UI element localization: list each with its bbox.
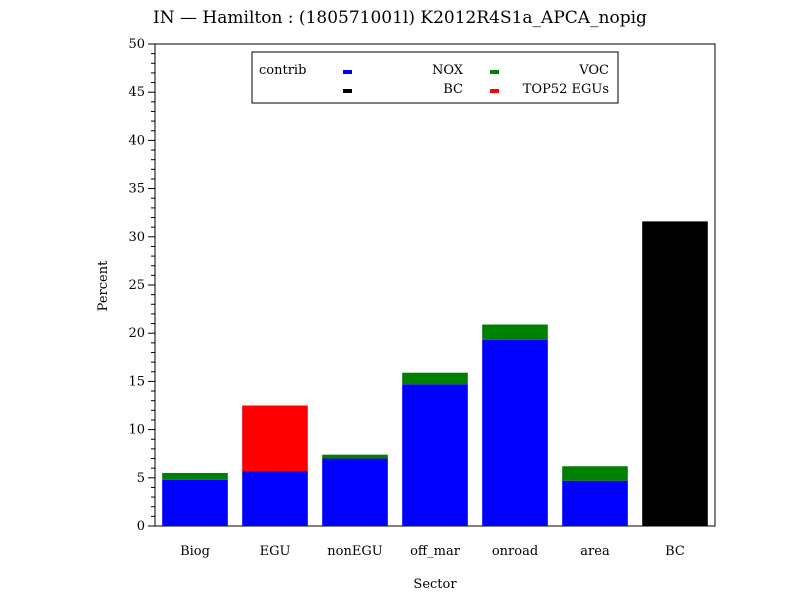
bar-EGU-NOX <box>242 471 308 526</box>
legend-label: VOC <box>578 63 609 78</box>
bar-onroad-VOC <box>482 324 548 340</box>
legend-box <box>251 51 619 104</box>
y-tick-label: 30 <box>128 230 145 245</box>
y-tick-label: 15 <box>128 374 145 389</box>
legend-label: TOP52 EGUs <box>523 82 609 97</box>
bar-off_mar-VOC <box>402 372 468 385</box>
y-tick-label: 40 <box>128 133 145 148</box>
y-tick-label: 10 <box>128 423 145 438</box>
legend-label: BC <box>443 82 463 97</box>
y-axis-label: Percent <box>96 260 111 311</box>
bar-BC-BC <box>642 221 708 526</box>
legend-swatch <box>490 70 499 74</box>
y-tick-label: 0 <box>137 519 145 534</box>
x-axis: Biog EGU nonEGU off_mar onroad area BC <box>180 544 685 559</box>
legend-swatch <box>490 89 499 93</box>
bar-off_mar-NOX <box>402 384 468 526</box>
legend-title: contrib <box>259 63 306 78</box>
bar-nonEGU-VOC <box>322 454 388 459</box>
y-tick-label: 45 <box>128 85 145 100</box>
legend-swatch <box>343 70 352 74</box>
legend-swatch <box>343 89 352 93</box>
legend: contrib NOX VOC BC TOP52 EGUs <box>251 51 619 104</box>
x-tick-label: area <box>580 544 610 559</box>
y-axis: 0 5 10 15 20 25 30 35 40 45 50 <box>128 37 155 534</box>
bar-Biog-NOX <box>162 479 228 526</box>
bar-area-NOX <box>562 480 628 526</box>
bar-EGU-TOP52-EGUs <box>242 405 308 472</box>
legend-items: NOX VOC BC TOP52 EGUs <box>343 63 609 97</box>
y-tick-label: 25 <box>128 278 145 293</box>
chart-title: IN — Hamilton : (180571001l) K2012R4S1a_… <box>153 8 647 28</box>
y-tick-label: 50 <box>128 37 145 52</box>
y-tick-label: 35 <box>128 182 145 197</box>
x-tick-label: off_mar <box>410 544 461 559</box>
x-tick-label: BC <box>665 544 685 559</box>
x-tick-label: EGU <box>260 544 291 559</box>
y-tick-label: 20 <box>128 326 145 341</box>
legend-label: NOX <box>432 63 464 78</box>
bar-area-VOC <box>562 466 628 481</box>
x-tick-label: Biog <box>180 544 210 559</box>
bar-onroad-NOX <box>482 339 548 526</box>
x-axis-label: Sector <box>413 577 457 592</box>
bar-nonEGU-NOX <box>322 458 388 526</box>
x-tick-label: onroad <box>492 544 538 559</box>
bars-layer <box>162 221 708 526</box>
bar-Biog-VOC <box>162 472 228 480</box>
y-tick-label: 5 <box>137 471 145 486</box>
x-tick-label: nonEGU <box>327 544 382 559</box>
